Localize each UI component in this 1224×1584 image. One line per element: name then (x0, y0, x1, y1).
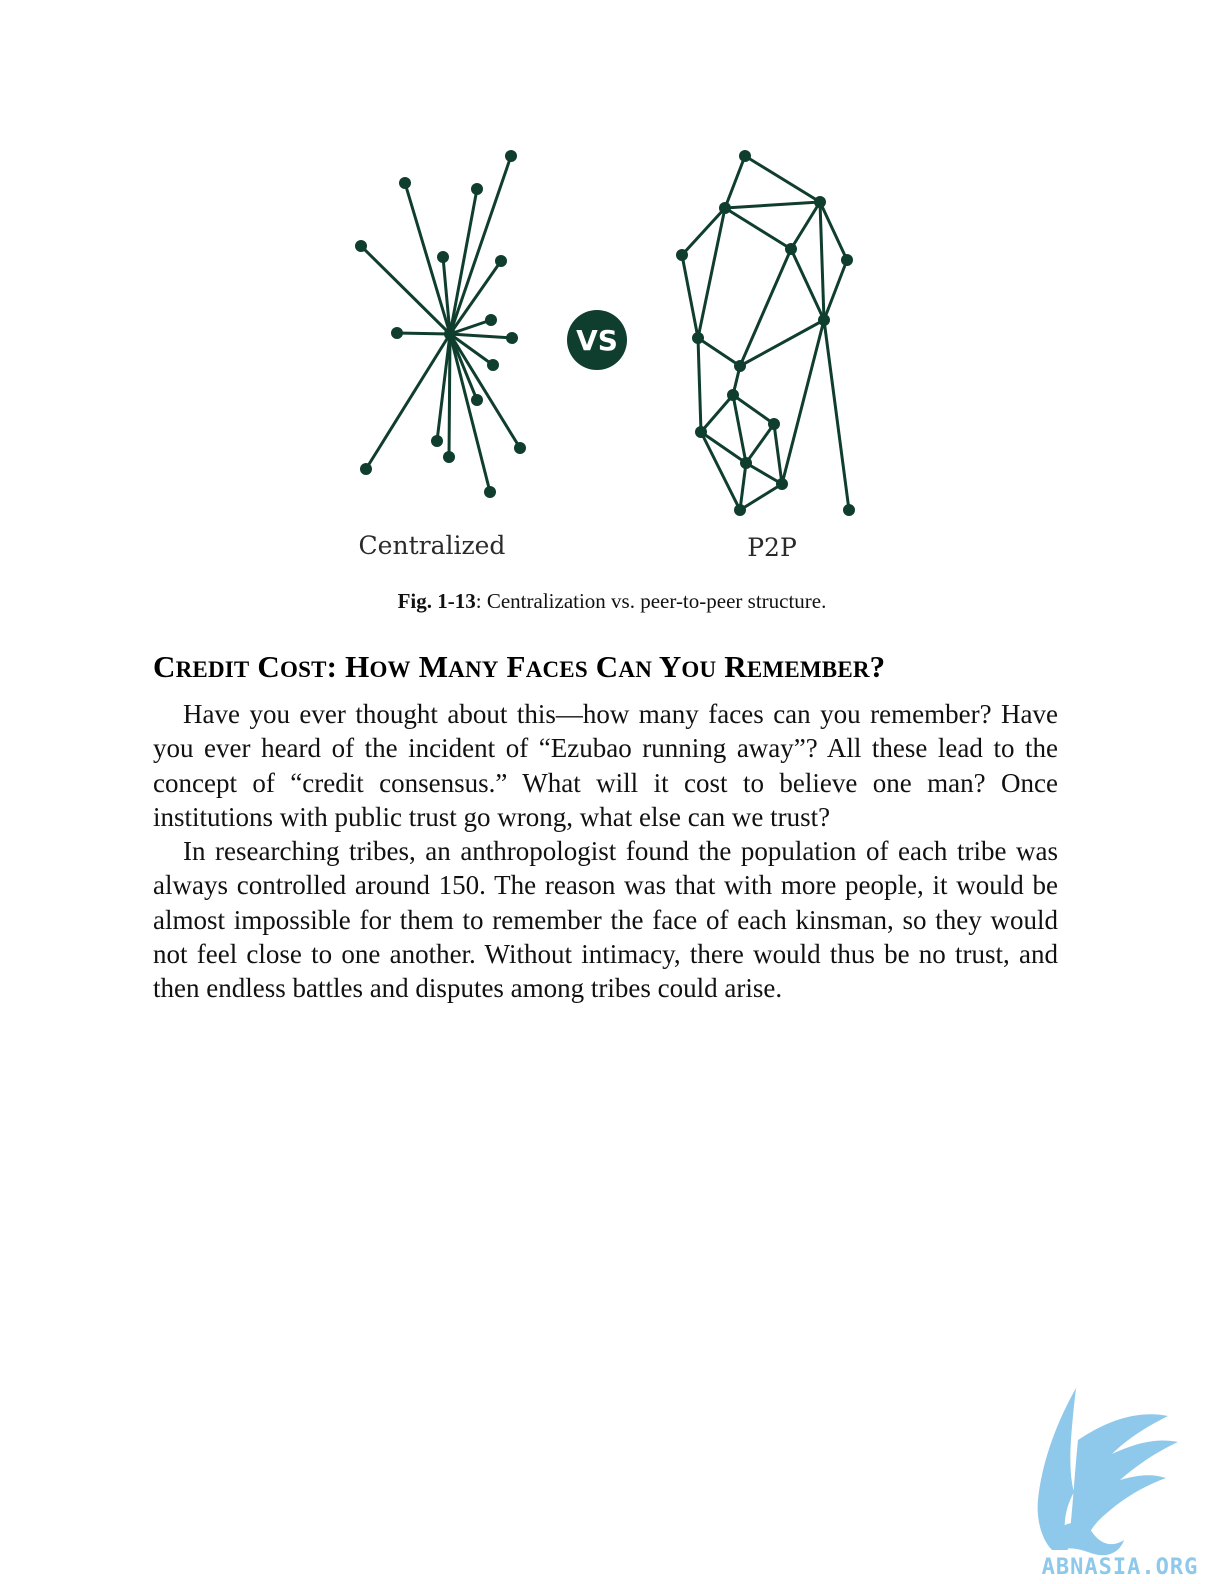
figure-number: Fig. 1-13 (398, 589, 476, 613)
heading-punctuation: : (327, 649, 338, 684)
network-node (485, 314, 497, 326)
network-edge (450, 156, 511, 334)
heading-rest: REDIT (176, 657, 250, 682)
network-edge (682, 255, 698, 338)
heading-rest: OU (681, 657, 716, 682)
network-node (495, 255, 507, 267)
centralized-label: Centralized (359, 531, 506, 560)
network-edge (746, 463, 782, 484)
network-node (444, 328, 456, 340)
network-edge (824, 260, 847, 320)
network-edge (740, 484, 782, 510)
heading-rest: AN (618, 657, 652, 682)
heading-rest: OW (369, 657, 410, 682)
heading-initial: H (345, 649, 369, 684)
network-edge (725, 202, 820, 208)
network-edge (450, 334, 520, 448)
network-node (768, 418, 780, 430)
heading-initial: Y (659, 649, 682, 684)
network-node (431, 435, 443, 447)
network-node (355, 240, 367, 252)
network-edge (820, 202, 824, 320)
network-node (785, 243, 797, 255)
network-edge (698, 208, 725, 338)
network-node (734, 504, 746, 516)
section-heading: CREDIT COST: HOW MANY FACES CAN YOU REME… (153, 649, 885, 685)
network-edge (820, 202, 847, 260)
p2p-label: P2P (747, 533, 797, 562)
network-edge (701, 395, 733, 432)
network-node (841, 254, 853, 266)
heading-rest: EMEMBER (747, 657, 870, 682)
network-edge (782, 320, 824, 484)
watermark-text: ABNASIA.ORG (1042, 1555, 1199, 1580)
network-edge (746, 424, 774, 463)
network-node (818, 314, 830, 326)
abnasia-watermark-logo: ABNASIA.ORG (1028, 1380, 1213, 1580)
network-node (739, 150, 751, 162)
network-node (484, 486, 496, 498)
network-node (695, 426, 707, 438)
p2p-network (676, 150, 855, 516)
network-edge (791, 249, 824, 320)
body-text: Have you ever thought about this—how man… (153, 697, 1058, 1006)
network-node (391, 327, 403, 339)
network-node (843, 504, 855, 516)
centralized-network (355, 150, 526, 498)
network-node (471, 183, 483, 195)
network-node (437, 251, 449, 263)
network-edge (740, 320, 824, 366)
network-edge (740, 249, 791, 366)
heading-rest: ACES (526, 657, 588, 682)
network-node (506, 332, 518, 344)
network-edge (745, 156, 820, 202)
network-edge (397, 333, 450, 334)
network-node (727, 389, 739, 401)
network-edge (450, 334, 512, 338)
heading-rest: ANY (448, 657, 498, 682)
network-edge (774, 424, 782, 484)
network-node (399, 177, 411, 189)
paragraph-2: In researching tribes, an anthropologist… (153, 834, 1058, 1005)
network-node (360, 463, 372, 475)
network-node (471, 394, 483, 406)
figure-caption: Fig. 1-13: Centralization vs. peer-to-pe… (0, 589, 1224, 614)
heading-initial: R (724, 649, 747, 684)
heading-initial: C (596, 649, 619, 684)
network-edge (725, 156, 745, 208)
vs-label: VS (576, 324, 618, 357)
network-edge (366, 334, 450, 469)
network-node (514, 442, 526, 454)
heading-initial: C (257, 649, 280, 684)
network-node (692, 332, 704, 344)
network-node (814, 196, 826, 208)
network-node (505, 150, 517, 162)
network-edge (698, 338, 701, 432)
caption-text: : Centralization vs. peer-to-peer struct… (476, 589, 827, 613)
heading-rest: OST (280, 657, 327, 682)
network-node (443, 451, 455, 463)
network-node (676, 249, 688, 261)
network-edge (698, 338, 740, 366)
network-edge (824, 320, 849, 510)
heading-initial: C (153, 649, 176, 684)
network-node (734, 360, 746, 372)
network-edge (725, 208, 791, 249)
network-node (740, 457, 752, 469)
paragraph-1: Have you ever thought about this—how man… (153, 697, 1058, 834)
network-comparison-figure: VS Centralized P2P (340, 140, 880, 570)
network-node (719, 202, 731, 214)
network-edge (791, 202, 820, 249)
network-edge (740, 463, 746, 510)
network-edge (733, 395, 746, 463)
network-node (487, 359, 499, 371)
network-node (776, 478, 788, 490)
heading-initial: F (507, 649, 526, 684)
network-edge (682, 208, 725, 255)
heading-initial: M (419, 649, 448, 684)
heading-punctuation: ? (870, 649, 886, 684)
